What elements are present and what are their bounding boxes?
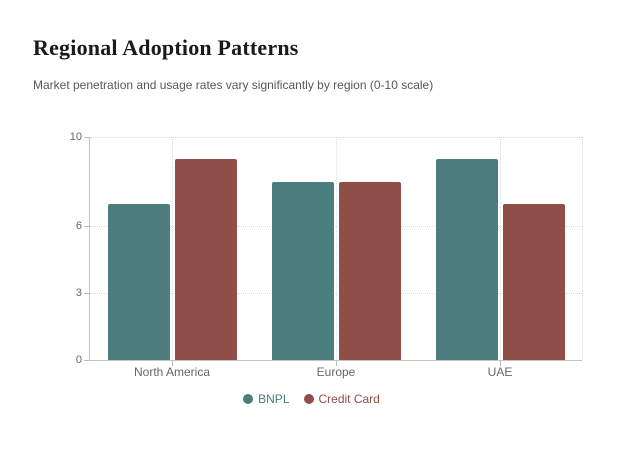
bar-credit-card-uae[interactable] [502,203,565,360]
plot-area: 0 3 6 10 North America Europe UAE [70,131,583,379]
gridline-x-north-america [172,137,173,360]
legend-item-credit-card[interactable]: Credit Card [303,392,380,406]
gridline-right-edge [582,137,583,360]
legend-dot-bnpl [243,394,254,404]
gridline-x-europe [336,137,337,360]
bar-credit-card-europe[interactable] [338,181,401,360]
y-axis-tick [84,226,90,228]
y-tick-label: 3 [75,287,82,300]
x-axis-tick [172,361,173,366]
bar-bnpl-europe[interactable] [271,181,334,360]
x-tick-label-uae: UAE [487,365,513,379]
y-tick-label: 10 [69,131,82,143]
legend-dot-credit-card [303,394,314,404]
bar-credit-card-north-america[interactable] [174,159,237,360]
y-tick-label: 6 [75,220,82,233]
y-axis-tick [84,137,90,138]
chart-subtitle: Market penetration and usage rates vary … [33,78,434,92]
bar-bnpl-uae[interactable] [435,159,498,360]
gridline-x-uae [500,137,501,360]
y-tick-label: 0 [75,354,82,366]
chart-legend: BNPL Credit Card [33,392,590,406]
legend-label-credit-card: Credit Card [318,392,380,406]
x-axis-tick [500,361,501,366]
y-axis-tick [84,293,90,295]
y-axis-tick [84,360,90,361]
legend-item-bnpl[interactable]: BNPL [243,392,290,406]
x-axis-tick [336,361,337,366]
chart-title: Regional Adoption Patterns [33,35,299,60]
legend-label-bnpl: BNPL [258,392,290,406]
bar-bnpl-north-america[interactable] [107,203,170,360]
x-tick-label-europe: Europe [316,365,356,379]
x-tick-label-north-america: North America [133,365,211,379]
